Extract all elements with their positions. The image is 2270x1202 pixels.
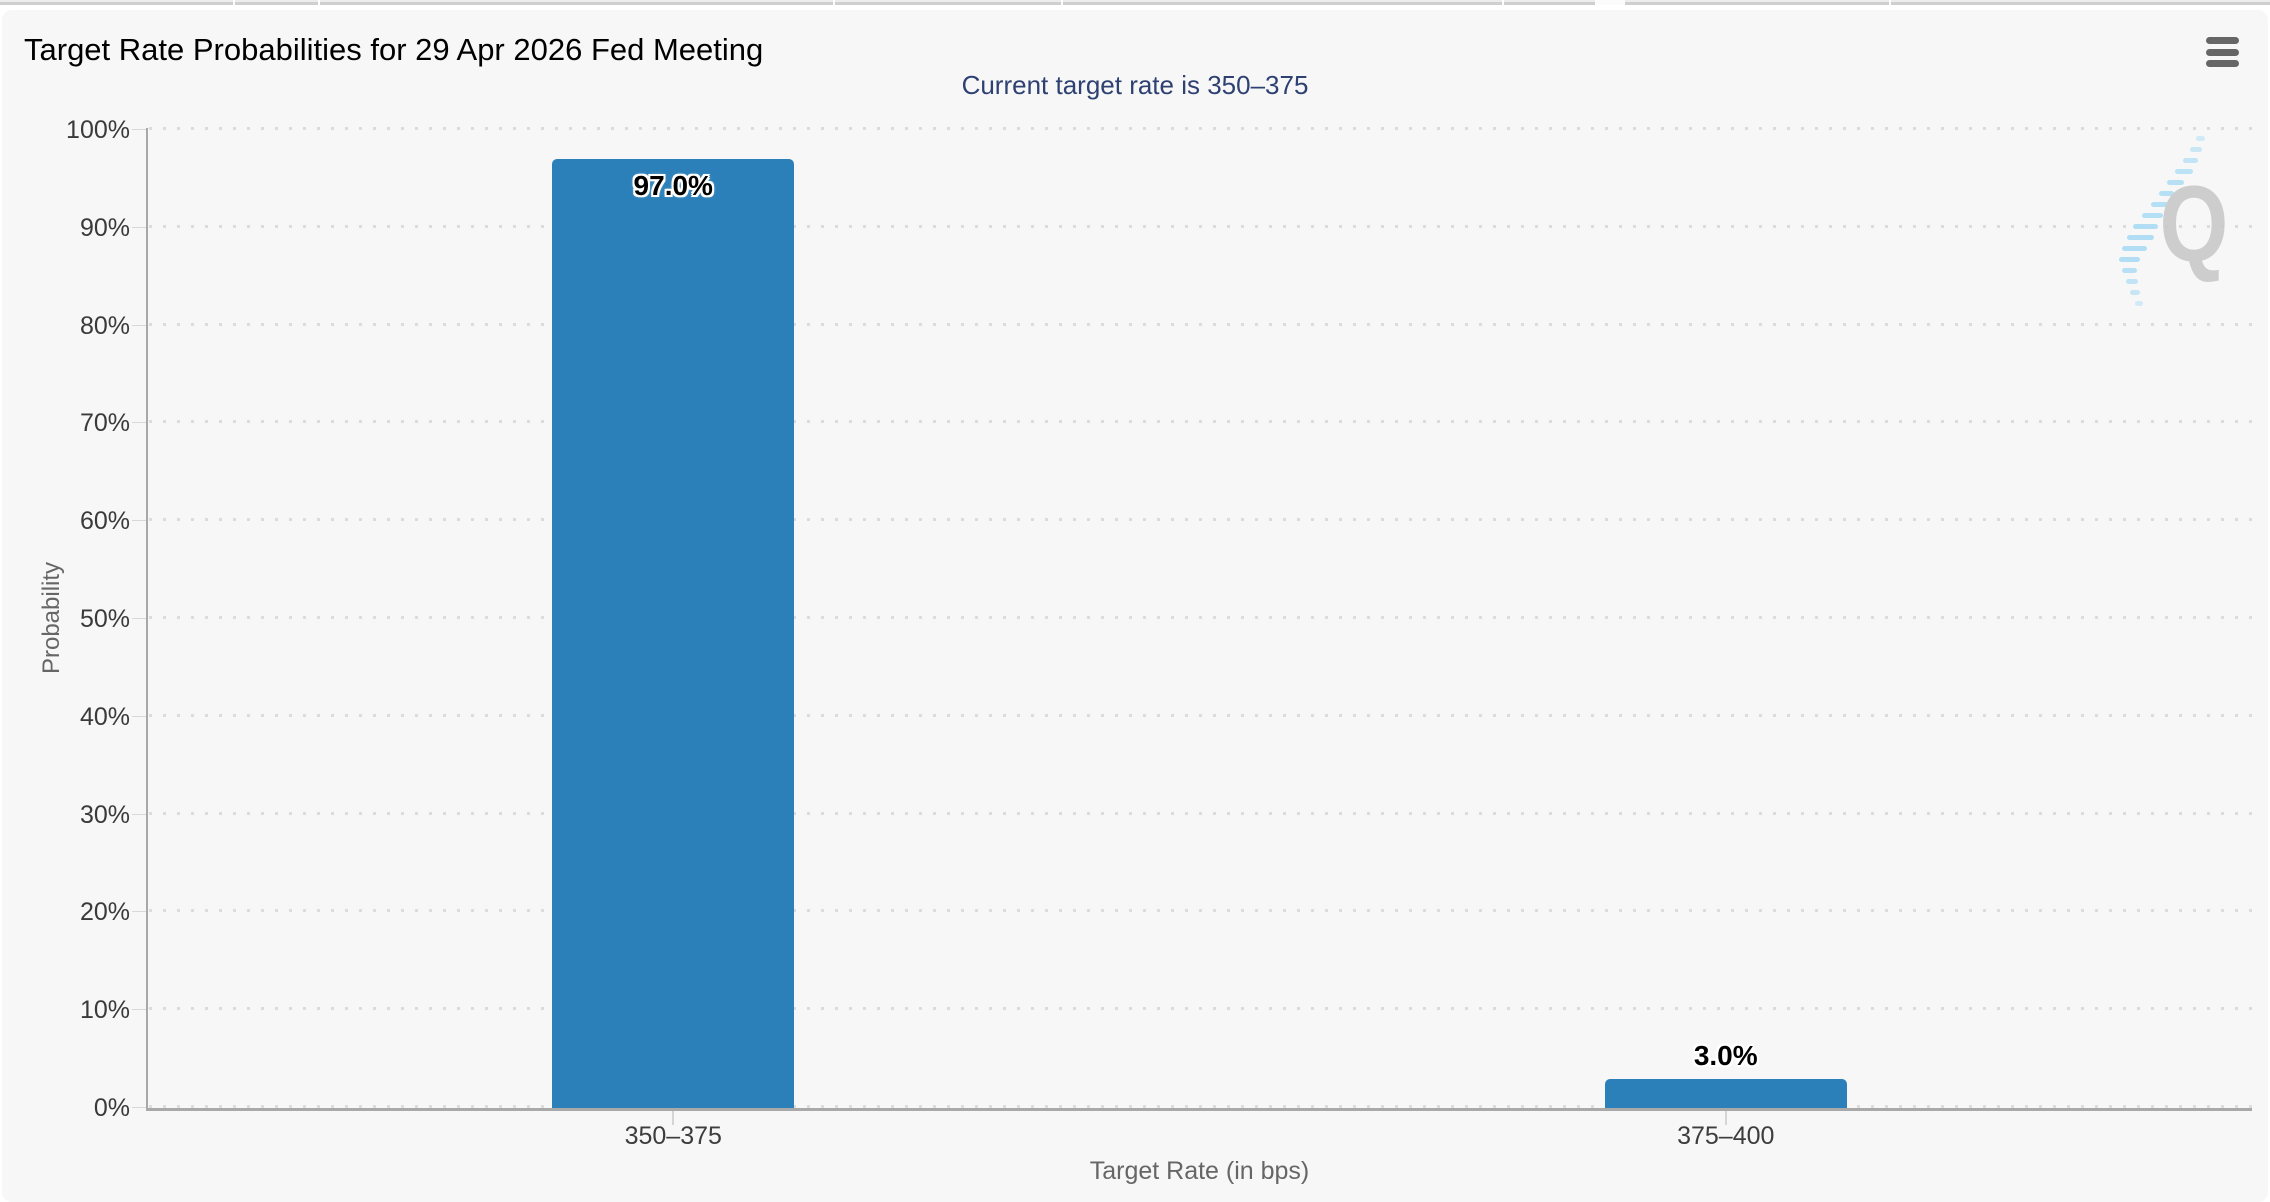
gridline-50% bbox=[149, 616, 2252, 619]
tab-strip-divider bbox=[1889, 0, 1891, 5]
y-tick bbox=[132, 813, 146, 815]
y-tick-label: 0% bbox=[93, 1094, 130, 1122]
x-axis-title: Target Rate (in bps) bbox=[1089, 1157, 1310, 1185]
y-tick bbox=[132, 1107, 146, 1108]
tab-strip-divider bbox=[1061, 0, 1063, 5]
y-tick-label: 50% bbox=[79, 605, 130, 633]
y-tick bbox=[132, 226, 146, 228]
bar-375–400[interactable] bbox=[1604, 1078, 1847, 1108]
gridline-70% bbox=[149, 420, 2252, 424]
gridline-0% bbox=[149, 1105, 2252, 1108]
x-tick bbox=[1724, 1111, 1727, 1125]
y-tick-label: 100% bbox=[66, 116, 130, 144]
bar-value-label: 3.0% bbox=[1693, 1039, 1758, 1071]
tab-strip-divider bbox=[233, 0, 235, 5]
fedwatch-chart-card: Target Rate Probabilities for 29 Apr 202… bbox=[2, 10, 2268, 1202]
quikstrike-watermark-icon: Q bbox=[2119, 136, 2229, 306]
y-tick bbox=[132, 324, 146, 326]
y-axis-line bbox=[146, 128, 148, 1110]
gridline-100% bbox=[149, 127, 2252, 130]
x-tick bbox=[672, 1111, 675, 1125]
y-tick bbox=[132, 520, 146, 522]
gridline-60% bbox=[149, 518, 2252, 522]
y-tick bbox=[132, 618, 146, 619]
y-tick-label: 70% bbox=[79, 409, 130, 438]
chart-context-menu-button[interactable] bbox=[2200, 31, 2244, 73]
y-tick-label: 80% bbox=[79, 311, 130, 340]
gridline-10% bbox=[149, 1007, 2252, 1011]
y-tick-label: 20% bbox=[79, 898, 130, 927]
plot-area: 0% 10% 20% 30% 40% 50% 60% 70% 80% 90% 100% 97.0% 3… bbox=[2, 10, 2270, 1202]
y-tick-label: 60% bbox=[79, 507, 130, 536]
tab-strip-divider bbox=[318, 0, 320, 5]
y-tick-label: 10% bbox=[79, 996, 130, 1025]
svg-text:Q: Q bbox=[2160, 164, 2229, 284]
y-tick bbox=[132, 422, 146, 424]
y-tick-label: 40% bbox=[79, 702, 130, 731]
y-tick bbox=[132, 1009, 146, 1011]
y-axis-title: Probability bbox=[38, 561, 65, 675]
x-axis-line bbox=[146, 1108, 2252, 1111]
x-tick-label: 375–400 bbox=[1677, 1122, 1775, 1150]
gridline-90% bbox=[149, 224, 2252, 228]
x-tick-label: 350–375 bbox=[624, 1122, 722, 1150]
tab-strip-divider bbox=[833, 0, 835, 5]
tab-strip-active-gap bbox=[1595, 0, 1625, 5]
tab-strip-divider bbox=[1502, 0, 1504, 5]
hamburger-icon bbox=[2205, 37, 2239, 67]
gridline-40% bbox=[149, 713, 2252, 717]
bar-350–375[interactable] bbox=[552, 159, 795, 1108]
gridline-30% bbox=[149, 811, 2252, 815]
gridline-20% bbox=[149, 909, 2252, 913]
bar-value-label: 97.0% bbox=[633, 170, 713, 202]
y-tick-label: 30% bbox=[79, 800, 130, 829]
y-tick-label: 90% bbox=[79, 213, 130, 242]
tab-strip bbox=[0, 0, 2270, 5]
y-tick bbox=[132, 715, 146, 717]
chart-title: Target Rate Probabilities for 29 Apr 202… bbox=[24, 32, 764, 67]
y-tick bbox=[132, 911, 146, 913]
y-tick bbox=[132, 129, 146, 130]
chart-subtitle: Current target rate is 350–375 bbox=[961, 70, 1309, 100]
gridline-80% bbox=[149, 322, 2252, 326]
